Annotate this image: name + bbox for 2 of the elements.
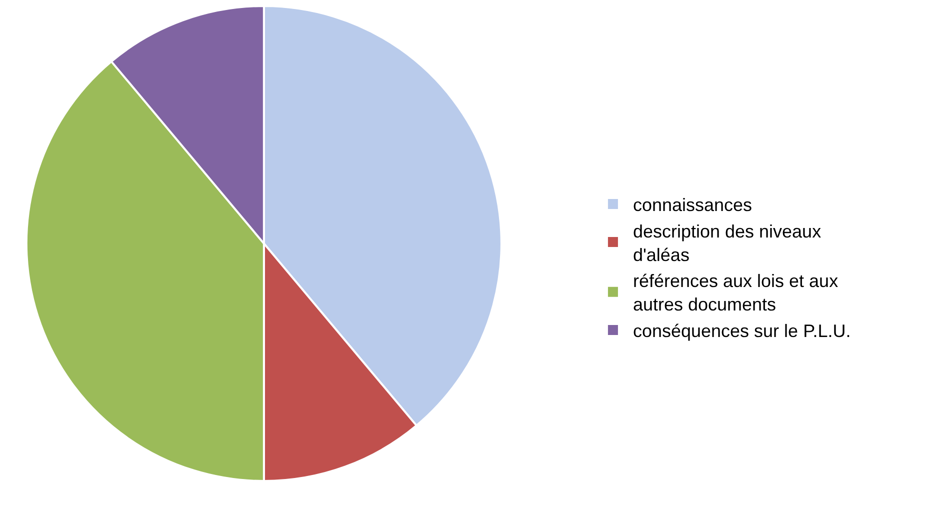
legend-label: connaissances bbox=[632, 194, 752, 215]
legend-label: conséquences sur le P.L.U. bbox=[632, 320, 851, 341]
